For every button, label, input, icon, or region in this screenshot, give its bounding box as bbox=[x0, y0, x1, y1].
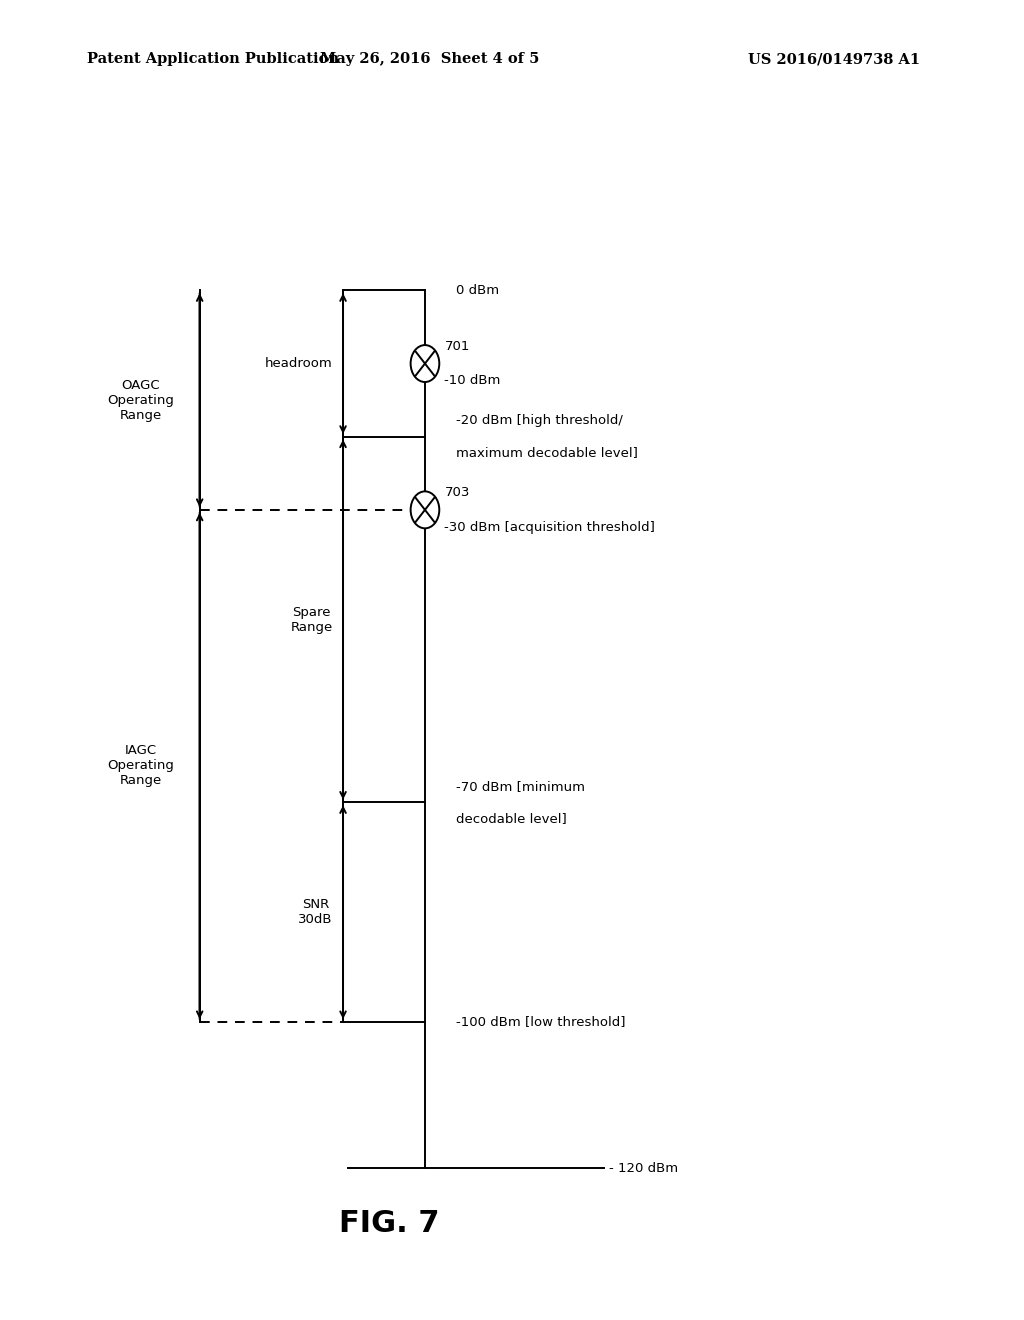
Text: -10 dBm: -10 dBm bbox=[444, 374, 501, 387]
Circle shape bbox=[411, 345, 439, 381]
Text: OAGC
Operating
Range: OAGC Operating Range bbox=[108, 379, 174, 421]
Text: headroom: headroom bbox=[265, 356, 333, 370]
Text: -30 dBm [acquisition threshold]: -30 dBm [acquisition threshold] bbox=[444, 520, 655, 533]
Text: Patent Application Publication: Patent Application Publication bbox=[87, 53, 339, 66]
Text: maximum decodable level]: maximum decodable level] bbox=[456, 446, 638, 459]
Text: - 120 dBm: - 120 dBm bbox=[609, 1162, 679, 1175]
Text: 0 dBm: 0 dBm bbox=[456, 284, 499, 297]
Text: FIG. 7: FIG. 7 bbox=[339, 1209, 439, 1238]
Text: US 2016/0149738 A1: US 2016/0149738 A1 bbox=[748, 53, 920, 66]
Text: -100 dBm [low threshold]: -100 dBm [low threshold] bbox=[456, 1015, 626, 1028]
Text: Spare
Range: Spare Range bbox=[291, 606, 333, 634]
Text: decodable level]: decodable level] bbox=[456, 812, 566, 825]
Text: IAGC
Operating
Range: IAGC Operating Range bbox=[108, 744, 174, 787]
Text: SNR
30dB: SNR 30dB bbox=[298, 898, 333, 927]
Text: 703: 703 bbox=[444, 486, 470, 499]
Text: 701: 701 bbox=[444, 339, 470, 352]
Circle shape bbox=[411, 491, 439, 528]
Text: -70 dBm [minimum: -70 dBm [minimum bbox=[456, 780, 585, 793]
Text: -20 dBm [high threshold/: -20 dBm [high threshold/ bbox=[456, 414, 623, 428]
Text: May 26, 2016  Sheet 4 of 5: May 26, 2016 Sheet 4 of 5 bbox=[321, 53, 540, 66]
